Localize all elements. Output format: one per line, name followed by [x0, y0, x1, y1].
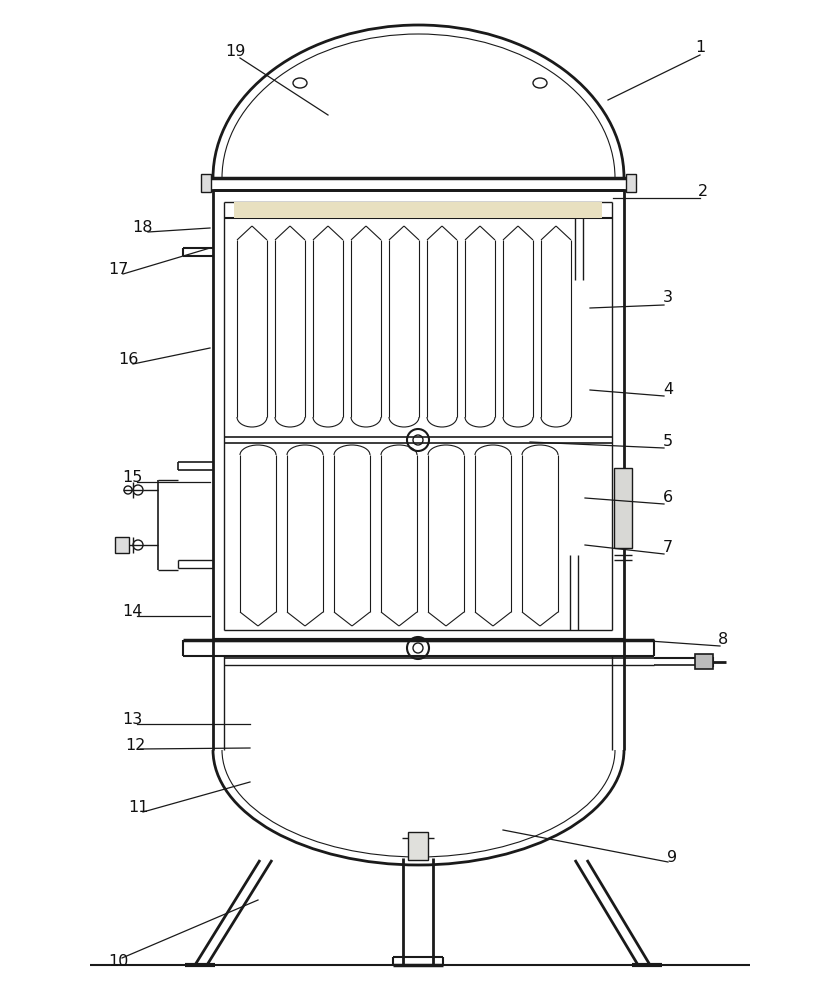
Text: 2: 2 — [698, 184, 708, 200]
Text: 18: 18 — [133, 221, 153, 235]
Bar — [234, 202, 602, 218]
Text: 11: 11 — [128, 800, 148, 816]
Text: 17: 17 — [108, 262, 128, 277]
Text: 9: 9 — [667, 850, 677, 865]
Text: 12: 12 — [125, 738, 145, 752]
Text: 6: 6 — [663, 490, 673, 506]
Text: 16: 16 — [118, 353, 138, 367]
Text: 13: 13 — [122, 712, 142, 728]
Text: 8: 8 — [718, 633, 728, 648]
Bar — [115, 537, 129, 553]
Bar — [201, 174, 211, 192]
Text: 5: 5 — [663, 434, 673, 450]
Bar — [408, 832, 428, 860]
Bar — [695, 654, 713, 669]
Bar — [614, 468, 632, 548]
Text: 15: 15 — [122, 471, 142, 486]
Text: 4: 4 — [663, 382, 673, 397]
Text: 3: 3 — [663, 290, 673, 306]
Text: 10: 10 — [108, 954, 128, 970]
Text: 1: 1 — [695, 40, 705, 55]
Text: 7: 7 — [663, 540, 673, 556]
Bar — [626, 174, 636, 192]
Text: 14: 14 — [122, 604, 142, 619]
Text: 19: 19 — [225, 44, 245, 60]
